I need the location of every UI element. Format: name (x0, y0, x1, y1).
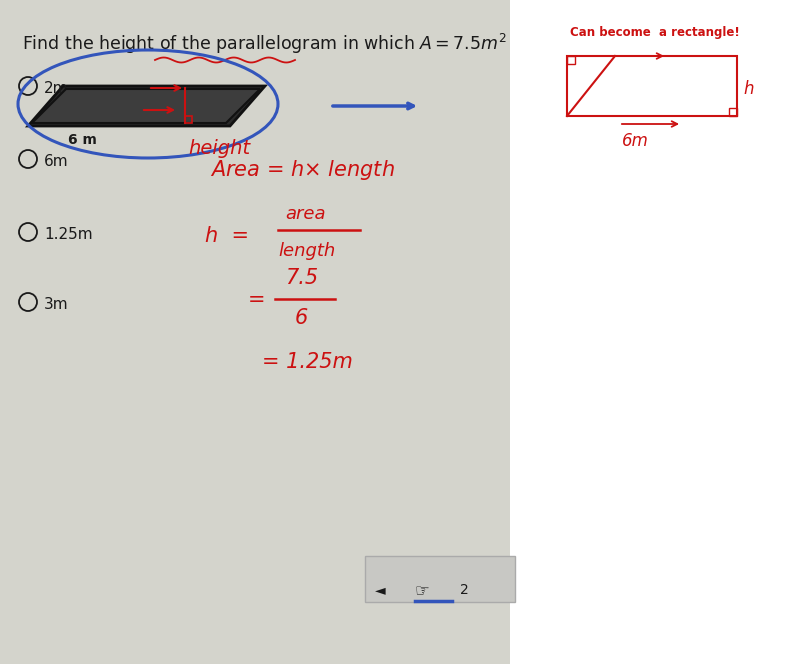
Text: h  =: h = (205, 226, 249, 246)
Text: area: area (285, 205, 326, 223)
Text: =: = (248, 290, 266, 310)
Text: Find the height of the parallelogram in which $A = 7.5m^2$: Find the height of the parallelogram in … (22, 32, 506, 56)
Text: 6m: 6m (44, 154, 69, 169)
Text: h: h (743, 80, 754, 98)
Polygon shape (32, 89, 260, 123)
Text: Can become  a rectangle!: Can become a rectangle! (570, 26, 740, 39)
Text: length: length (278, 242, 335, 260)
FancyBboxPatch shape (365, 556, 515, 602)
Polygon shape (28, 86, 265, 126)
Text: 6 m: 6 m (68, 133, 97, 147)
FancyBboxPatch shape (510, 0, 800, 664)
Text: 2m: 2m (44, 81, 69, 96)
Text: 7.5: 7.5 (285, 268, 318, 288)
Text: 6: 6 (295, 308, 308, 328)
Text: 3m: 3m (44, 297, 69, 312)
Text: 1.25m: 1.25m (44, 227, 93, 242)
Text: ☞: ☞ (415, 582, 430, 600)
Text: height: height (188, 139, 250, 158)
Text: Area = h$\times$ length: Area = h$\times$ length (210, 158, 395, 182)
Text: ◄: ◄ (375, 583, 386, 597)
Text: 2: 2 (460, 583, 469, 597)
Text: = 1.25m: = 1.25m (262, 352, 353, 372)
Text: 6m: 6m (622, 132, 649, 150)
